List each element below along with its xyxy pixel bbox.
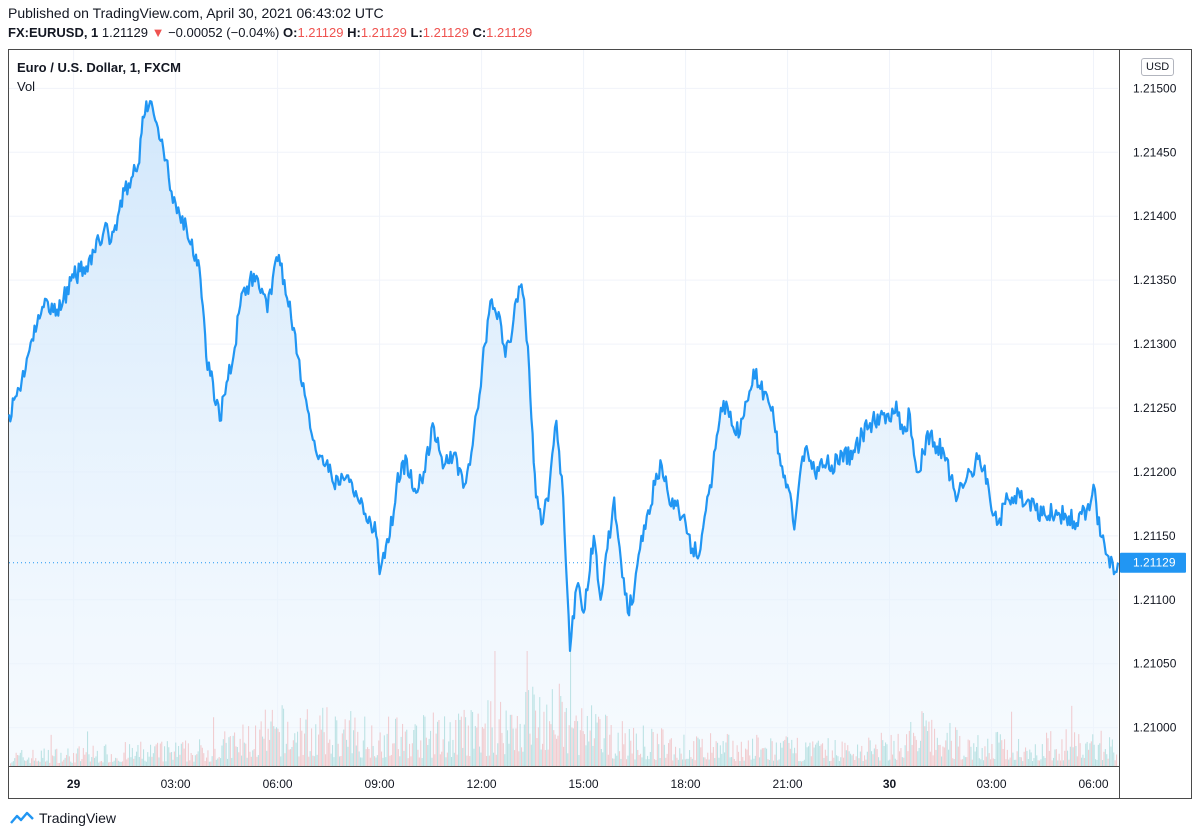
low-label: L: <box>410 25 423 40</box>
high-label: H: <box>347 25 361 40</box>
x-tick-label: 12:00 <box>467 777 497 791</box>
price-line <box>7 100 1120 652</box>
change-down-icon: ▼ <box>151 25 165 40</box>
y-tick-label: 1.21050 <box>1133 657 1177 671</box>
symbol-name: FX:EURUSD, 1 <box>8 25 99 40</box>
x-tick-label: 09:00 <box>365 777 395 791</box>
price-line-path <box>7 100 1120 652</box>
volume-legend[interactable]: Vol <box>17 79 36 94</box>
x-tick-label: 29 <box>67 777 81 791</box>
y-tick-label: 1.21000 <box>1133 721 1177 735</box>
y-tick-label: 1.21150 <box>1133 529 1176 543</box>
chart-legend-title[interactable]: Euro / U.S. Dollar, 1, FXCM <box>17 60 181 75</box>
symbol-quote-line: FX:EURUSD, 1 1.21129 ▼ −0.00052 (−0.04%)… <box>8 25 532 40</box>
last-price: 1.21129 <box>101 25 148 40</box>
price-area <box>9 101 1118 767</box>
y-tick-label: 1.21350 <box>1133 273 1177 287</box>
low-value: 1.21129 <box>422 25 469 40</box>
y-tick-label: 1.21500 <box>1133 81 1177 95</box>
x-tick-label: 06:00 <box>1079 777 1109 791</box>
price-area-fill <box>9 101 1118 767</box>
y-tick-label: 1.21400 <box>1133 209 1177 223</box>
last-price-marker: 1.21129 <box>9 552 1186 573</box>
y-tick-label: 1.21450 <box>1133 145 1177 159</box>
open-value: 1.21129 <box>297 25 344 40</box>
high-value: 1.21129 <box>360 25 407 40</box>
x-tick-labels: 29 03:00 06:00 09:00 12:00 15:00 18:00 21:00 30 0… <box>67 777 1109 791</box>
footer-brand[interactable]: TradingView <box>10 810 116 826</box>
price-change: −0.00052 (−0.04%) <box>168 25 280 40</box>
price-axis[interactable] <box>1119 49 1192 799</box>
last-price-tag <box>1120 552 1186 573</box>
currency-button[interactable]: USD <box>1141 58 1175 76</box>
brand-name: TradingView <box>39 810 117 826</box>
x-tick-label: 21:00 <box>773 777 803 791</box>
tradingview-logo-icon <box>10 811 34 824</box>
x-tick-label: 15:00 <box>569 777 599 791</box>
y-tick-label: 1.21200 <box>1133 465 1177 479</box>
close-value: 1.21129 <box>486 25 533 40</box>
open-label: O: <box>283 25 298 40</box>
published-info: Published on TradingView.com, April 30, … <box>8 5 384 21</box>
x-tick-label: 03:00 <box>977 777 1007 791</box>
y-tick-labels: 1.21500 1.21450 1.21400 1.21350 1.21300 1.212… <box>1133 81 1177 734</box>
y-tick-label: 1.21300 <box>1133 337 1177 351</box>
x-tick-label: 06:00 <box>263 777 293 791</box>
x-tick-label: 03:00 <box>161 777 191 791</box>
last-price-tag-label: 1.21129 <box>1133 556 1176 570</box>
x-tick-label: 18:00 <box>671 777 701 791</box>
y-tick-label: 1.21100 <box>1133 593 1176 607</box>
time-axis[interactable] <box>8 766 1120 799</box>
y-tick-label: 1.21250 <box>1133 401 1177 415</box>
close-label: C: <box>472 25 487 40</box>
x-tick-label: 30 <box>883 777 897 791</box>
